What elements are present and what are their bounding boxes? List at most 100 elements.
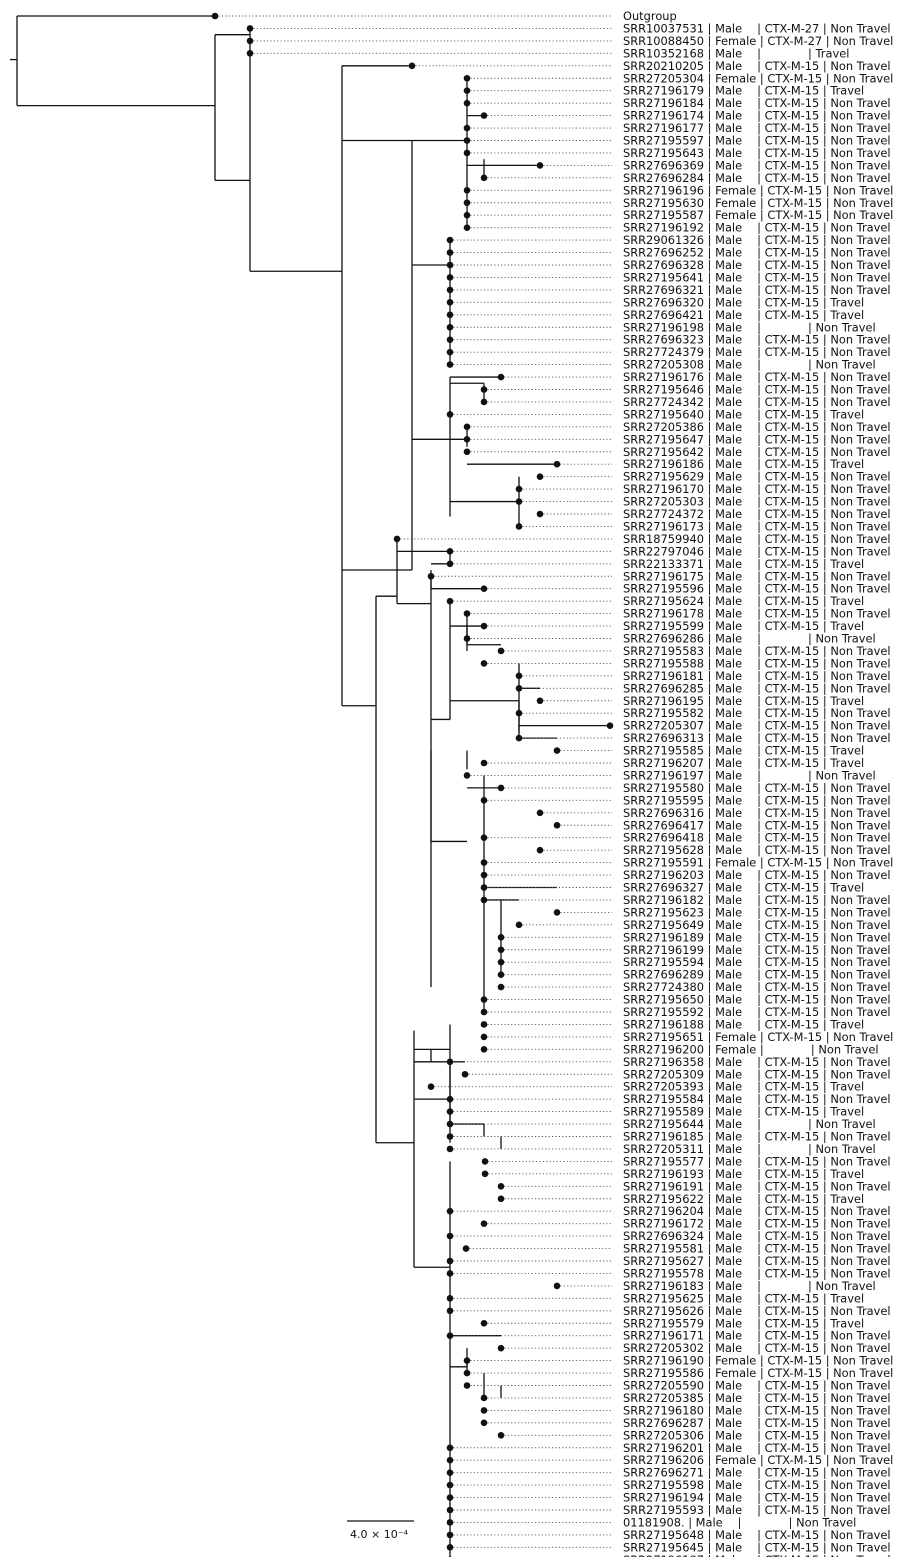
tip-label: SRR27196179 | Male | CTX-M-15 | Travel [623, 84, 864, 98]
tip-markers [211, 12, 614, 1557]
tip-label: SRR27195582 | Male | CTX-M-15 | Non Trav… [623, 706, 891, 720]
tip-dot [480, 174, 488, 182]
tip-dot [463, 436, 471, 443]
tip-label: SRR27724379 | Male | CTX-M-15 | Non Trav… [623, 345, 891, 359]
tip-dot [463, 137, 471, 144]
tip-dot [497, 958, 505, 966]
tip-label: SRR27195647 | Male | CTX-M-15 | Non Trav… [623, 432, 891, 446]
tip-dot [446, 1257, 454, 1265]
tip-label: SRR27205590 | Male | CTX-M-15 | Non Trav… [623, 1379, 891, 1393]
tip-dot [246, 50, 254, 57]
tip-dot [553, 747, 561, 754]
tip-label: SRR27205307 | Male | CTX-M-15 | Non Trav… [623, 719, 891, 733]
tip-dot [536, 473, 544, 480]
tip-dot [480, 660, 488, 667]
tip-dot [480, 1008, 488, 1016]
tip-label: SRR27195581 | Male | CTX-M-15 | Non Trav… [623, 1242, 891, 1256]
tip-label: SRR27195644 | Male | | Non Travel [623, 1117, 876, 1131]
tip-label: SRR27196191 | Male | CTX-M-15 | Non Trav… [623, 1179, 891, 1193]
tip-label: SRR27195591 | Female | CTX-M-15 | Non Tr… [623, 856, 893, 870]
tip-dot [463, 1382, 471, 1389]
tip-dot [480, 386, 488, 393]
tip-dot [497, 784, 505, 792]
tip-dot [463, 199, 471, 207]
tip-label: SRR27205309 | Male | CTX-M-15 | Non Trav… [623, 1067, 891, 1081]
tree-branches [10, 15, 610, 1557]
tip-label: SRR27724380 | Male | CTX-M-15 | Non Trav… [623, 980, 891, 994]
tip-label: SRR27696316 | Male | CTX-M-15 | Non Trav… [623, 806, 891, 820]
tip-dot [446, 1469, 454, 1476]
tip-dot [480, 859, 488, 866]
tip-label: SRR27195648 | Male | CTX-M-15 | Non Trav… [623, 1528, 891, 1542]
tip-label: SRR27696417 | Male | CTX-M-15 | Non Trav… [623, 818, 891, 832]
tip-dot [497, 1195, 505, 1203]
tip-label: SRR27696320 | Male | CTX-M-15 | Travel [623, 295, 864, 309]
tip-dot [446, 311, 454, 319]
tip-dot [408, 62, 416, 70]
tip-label: SRR27196178 | Male | CTX-M-15 | Non Trav… [623, 607, 891, 621]
tip-dot [515, 485, 523, 493]
tip-label: SRR27696284 | Male | CTX-M-15 | Non Trav… [623, 171, 891, 185]
tip-label: SRR27195623 | Male | CTX-M-15 | Non Trav… [623, 905, 891, 919]
tip-label: SRR27696324 | Male | CTX-M-15 | Non Trav… [623, 1229, 891, 1243]
tip-label: SRR27195599 | Male | CTX-M-15 | Travel [623, 619, 864, 633]
tip-label: SRR27195578 | Male | CTX-M-15 | Non Trav… [623, 1266, 891, 1280]
scale-bar: 4.0 × 10⁻⁴ [347, 1520, 414, 1541]
tip-dot [446, 336, 454, 344]
tip-dot [446, 1544, 454, 1551]
tip-label: SRR27196186 | Male | CTX-M-15 | Travel [623, 457, 864, 471]
tip-dot [497, 971, 505, 978]
tip-label: SRR27195580 | Male | CTX-M-15 | Non Trav… [623, 781, 891, 795]
tip-label: SRR27724372 | Male | CTX-M-15 | Non Trav… [623, 507, 891, 521]
tip-dot [515, 921, 523, 929]
tip-label: SRR10352168 | Male | | Travel [623, 46, 849, 60]
tip-dot [446, 411, 454, 418]
tip-dot [480, 834, 488, 841]
tip-label: SRR27195625 | Male | CTX-M-15 | Travel [623, 1291, 864, 1305]
tip-label: SRR27196183 | Male | | Non Travel [623, 1279, 876, 1293]
tip-label: SRR27195585 | Male | CTX-M-15 | Travel [623, 744, 864, 758]
tip-label: SRR27196187 | Male | CTX-M-15 | Non Trav… [623, 1553, 891, 1557]
tip-dot [446, 348, 454, 356]
tip-dot [463, 772, 471, 779]
tip-dot [463, 224, 471, 231]
tip-dot [497, 934, 505, 941]
tip-label: SRR27195596 | Male | CTX-M-15 | Non Trav… [623, 582, 891, 596]
tip-dot [463, 187, 471, 194]
tip-dot [446, 1456, 454, 1464]
tip-label: SRR27696327 | Male | CTX-M-15 | Travel [623, 881, 864, 895]
tip-label: SRR27696369 | Male | CTX-M-15 | Non Trav… [623, 158, 891, 172]
tip-dot [446, 1332, 454, 1339]
tip-leader-lines [215, 15, 612, 1548]
tip-label: SRR27195643 | Male | CTX-M-15 | Non Trav… [623, 146, 891, 160]
tip-label: SRR27196185 | Male | CTX-M-15 | Non Trav… [623, 1130, 891, 1144]
tip-label: SRR27696252 | Male | CTX-M-15 | Non Trav… [623, 246, 891, 260]
tip-label: 01181908. | Male | | Non Travel [623, 1515, 856, 1529]
tip-dot [480, 1220, 488, 1227]
tip-label: SRR27195584 | Male | CTX-M-15 | Non Trav… [623, 1092, 891, 1106]
tip-dot [463, 1369, 471, 1377]
tip-dot [553, 1282, 561, 1290]
tip-label: SRR27196206 | Female | CTX-M-15 | Non Tr… [623, 1453, 893, 1467]
tip-dot [446, 1531, 454, 1539]
tip-label: SRR27696313 | Male | CTX-M-15 | Non Trav… [623, 731, 891, 745]
tip-dot [446, 261, 454, 269]
tip-label: SRR27196190 | Female | CTX-M-15 | Non Tr… [623, 1354, 893, 1368]
tip-dot [480, 759, 488, 767]
tip-dot [446, 286, 454, 294]
tip-label: SRR27696286 | Male | | Non Travel [623, 632, 876, 646]
tip-dot [463, 87, 471, 94]
tip-dot [393, 535, 401, 543]
tip-label: SRR27696321 | Male | CTX-M-15 | Non Trav… [623, 283, 891, 297]
tip-label: SRR27195595 | Male | CTX-M-15 | Non Trav… [623, 793, 891, 807]
tip-label: SRR27195627 | Male | CTX-M-15 | Non Trav… [623, 1254, 891, 1268]
tip-label: SRR27196194 | Male | CTX-M-15 | Non Trav… [623, 1491, 891, 1505]
tip-dot [497, 1344, 505, 1352]
tip-dot [427, 1083, 435, 1090]
tip-label: SRR27196176 | Male | CTX-M-15 | Non Trav… [623, 370, 891, 384]
tip-dot [446, 1133, 454, 1140]
tip-label: SRR27195588 | Male | CTX-M-15 | Non Trav… [623, 656, 891, 670]
tip-dot [211, 12, 219, 20]
tip-label: SRR27195626 | Male | CTX-M-15 | Non Trav… [623, 1304, 891, 1318]
